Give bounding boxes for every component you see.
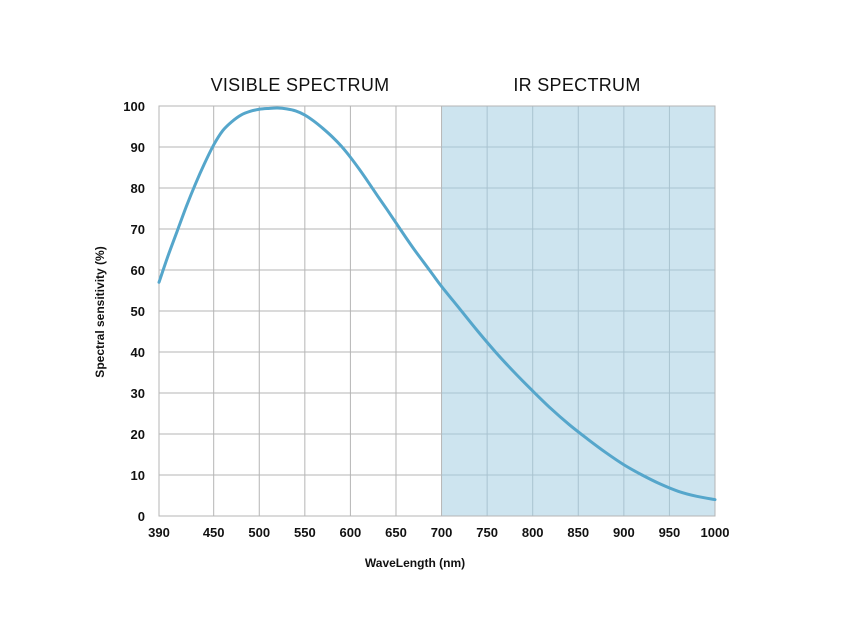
- x-tick-label: 800: [522, 525, 544, 540]
- x-tick-label: 450: [203, 525, 225, 540]
- x-tick-label: 850: [567, 525, 589, 540]
- y-tick-label: 60: [131, 263, 145, 278]
- x-tick-label: 900: [613, 525, 635, 540]
- x-tick-label: 650: [385, 525, 407, 540]
- x-tick-label: 1000: [701, 525, 730, 540]
- y-tick-label: 100: [123, 99, 145, 114]
- x-tick-label: 390: [148, 525, 170, 540]
- x-tick-label: 950: [659, 525, 681, 540]
- y-tick-label: 10: [131, 468, 145, 483]
- ir-spectrum-title: IR SPECTRUM: [513, 75, 640, 95]
- y-tick-label: 90: [131, 140, 145, 155]
- y-tick-label: 20: [131, 427, 145, 442]
- visible-spectrum-title: VISIBLE SPECTRUM: [211, 75, 390, 95]
- y-tick-label: 80: [131, 181, 145, 196]
- x-tick-label: 750: [476, 525, 498, 540]
- y-tick-label: 30: [131, 386, 145, 401]
- spectral-sensitivity-curve: [157, 106, 717, 502]
- y-tick-label: 50: [131, 304, 145, 319]
- x-axis-label: WaveLength (nm): [365, 556, 465, 570]
- y-tick-label: 40: [131, 345, 145, 360]
- y-tick-label: 0: [138, 509, 145, 524]
- x-tick-label: 550: [294, 525, 316, 540]
- plot-frame: [158, 105, 716, 517]
- x-tick-label: 700: [431, 525, 453, 540]
- x-tick-label: 600: [340, 525, 362, 540]
- y-tick-label: 70: [131, 222, 145, 237]
- x-tick-label: 500: [248, 525, 270, 540]
- y-axis-label: Spectral sensitivity (%): [93, 246, 107, 377]
